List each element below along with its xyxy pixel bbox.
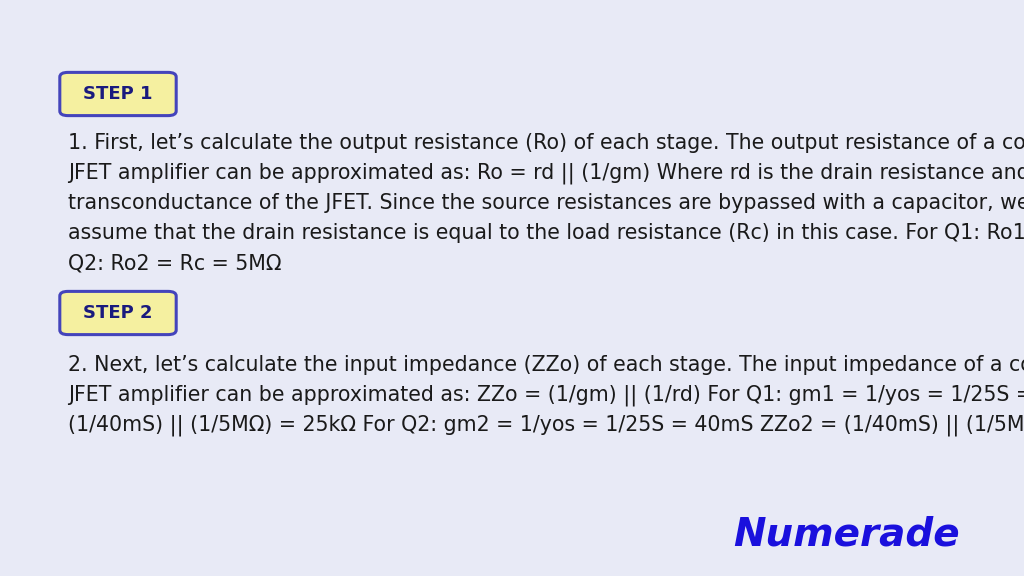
Text: transconductance of the JFET. Since the source resistances are bypassed with a c: transconductance of the JFET. Since the … xyxy=(68,193,1024,213)
Text: STEP 1: STEP 1 xyxy=(83,85,153,103)
Text: Numerade: Numerade xyxy=(733,516,961,554)
Text: assume that the drain resistance is equal to the load resistance (Rc) in this ca: assume that the drain resistance is equa… xyxy=(68,223,1024,243)
Text: Q2: Ro2 = Rc = 5MΩ: Q2: Ro2 = Rc = 5MΩ xyxy=(68,253,282,273)
Text: STEP 2: STEP 2 xyxy=(83,304,153,322)
Text: JFET amplifier can be approximated as: Ro = rd || (1/gm) Where rd is the drain r: JFET amplifier can be approximated as: R… xyxy=(68,163,1024,184)
Text: 1. First, let’s calculate the output resistance (Ro) of each stage. The output r: 1. First, let’s calculate the output res… xyxy=(68,133,1024,153)
Text: 2. Next, let’s calculate the input impedance (ZZo) of each stage. The input impe: 2. Next, let’s calculate the input imped… xyxy=(68,355,1024,375)
Text: (1/40mS) || (1/5MΩ) = 25kΩ For Q2: gm2 = 1/yos = 1/25S = 40mS ZZo2 = (1/40mS) ||: (1/40mS) || (1/5MΩ) = 25kΩ For Q2: gm2 =… xyxy=(68,415,1024,437)
Text: JFET amplifier can be approximated as: ZZo = (1/gm) || (1/rd) For Q1: gm1 = 1/yo: JFET amplifier can be approximated as: Z… xyxy=(68,385,1024,407)
